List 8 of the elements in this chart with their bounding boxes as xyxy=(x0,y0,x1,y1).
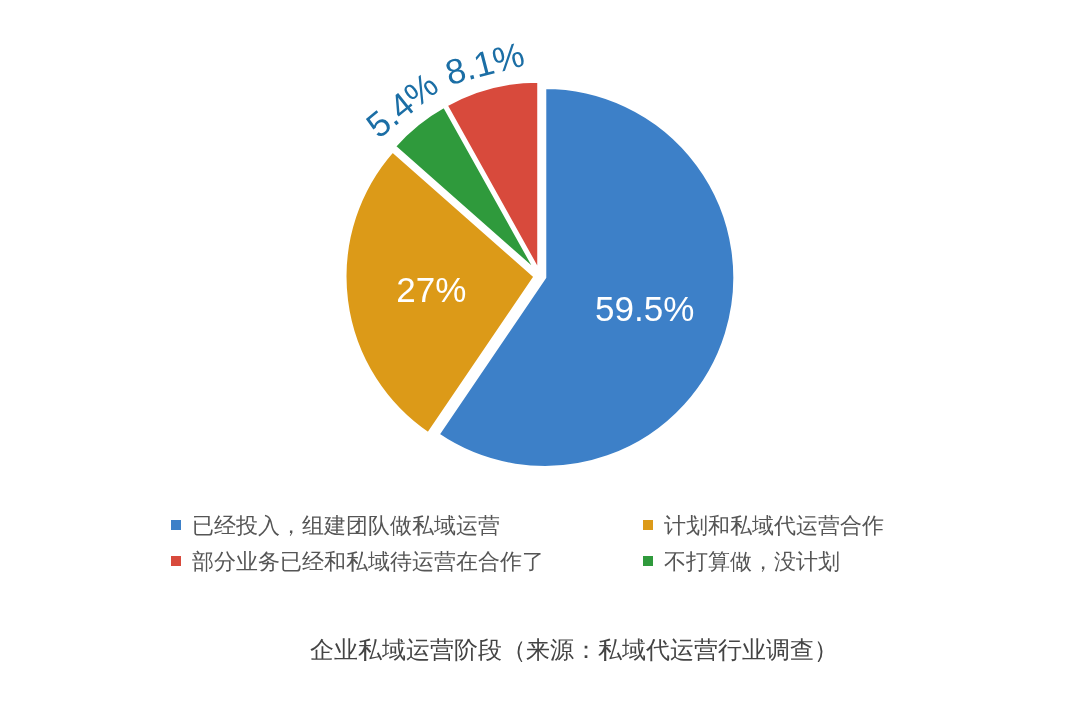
legend-label: 已经投入，组建团队做私域运营 xyxy=(192,512,500,538)
legend-label: 计划和私域代运营合作 xyxy=(664,512,884,538)
text: 企业私域运营阶段（来源：私域代运营行业调查） xyxy=(310,635,838,663)
legend-label: 不打算做，没计划 xyxy=(664,548,840,574)
data-label: 8.1% xyxy=(441,34,529,92)
legend-label: 部分业务已经和私域待运营在合作了 xyxy=(192,548,544,574)
data-label: 59.5% xyxy=(595,288,695,328)
data-label: 27% xyxy=(396,270,467,310)
